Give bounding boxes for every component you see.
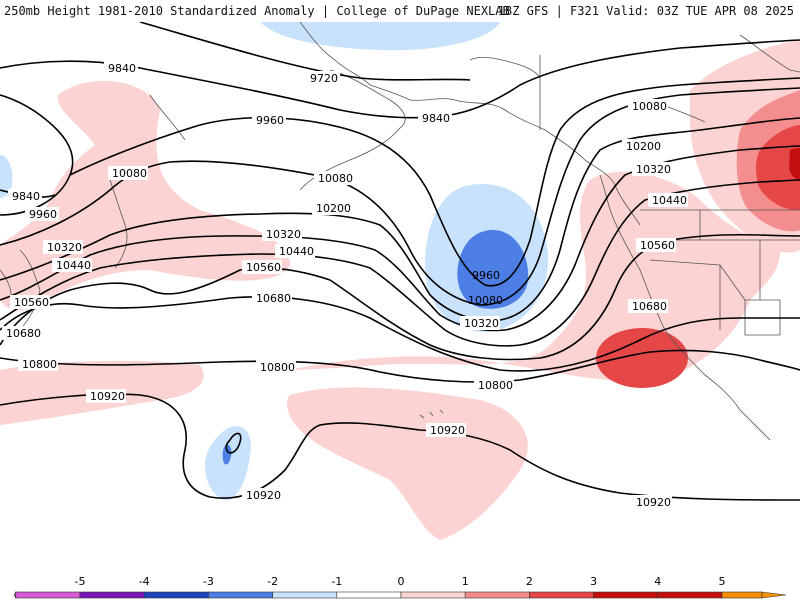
contour-label: 10800 [22,358,57,371]
model-valid-time: 18Z GFS | F321 Valid: 03Z TUE APR 08 202… [497,4,794,18]
positive-anomaly-region [290,171,780,381]
anomaly-shading [0,22,800,540]
colorbar-segment [657,591,723,599]
colorbar-tick-label: 0 [398,575,405,588]
coastline [419,409,444,419]
contour-label: 10080 [318,172,353,185]
coastline [109,179,128,269]
coastline [19,249,41,331]
coastline [544,129,641,226]
contour-label: 10080 [468,294,503,307]
state-border [744,300,780,336]
colorbar-max-arrow [761,591,787,599]
colorbar-segment [272,591,338,599]
map-title: 250mb Height 1981-2010 Standardized Anom… [4,4,510,18]
contour-label: 10320 [636,163,671,176]
contour-label: 10200 [316,202,351,215]
strong-positive-anomaly-region [596,328,688,388]
colorbar-tick-label: 3 [590,575,597,588]
contour-label: 9840 [108,62,136,75]
contour-10680 [0,296,800,372]
colorbar-segment [529,591,594,599]
contour-10200 [0,117,800,322]
contour-label: 10920 [90,390,125,403]
contour-10920 [0,393,800,501]
colorbar-segment [143,591,209,599]
colorbar-segment [721,591,763,599]
colorbar-tick-label: -1 [331,575,342,588]
contour-label: 10440 [652,194,687,207]
state-border [745,299,781,335]
colorbar-tick-label: -4 [139,575,150,588]
colorbar-segment [79,591,145,599]
contour-label: 10680 [256,292,291,305]
coastline [299,69,406,191]
contour-9960 [0,77,800,287]
contour-label: 10920 [246,489,281,502]
colorbar-segment [593,591,659,599]
contour-label: 9960 [29,208,57,221]
positive-anomaly-region [287,387,528,540]
contour-label: 10080 [112,167,147,180]
colorbar-segment [208,591,273,599]
coastline [739,34,800,73]
strong-negative-anomaly-region [222,444,232,465]
contour-label: 10800 [478,379,513,392]
contour-label: 9960 [472,269,500,282]
contour-label: 10560 [14,296,49,309]
colorbar-tick-label: -5 [75,575,86,588]
contour-label: 10440 [279,245,314,258]
strong-positive-anomaly-region [789,148,800,180]
colorbar-tick-label: 4 [654,575,661,588]
contour-label: 10680 [632,300,667,313]
contour-label: 9960 [256,114,284,127]
colorbar-segment [464,591,530,599]
colorbar-tick-label: -2 [267,575,278,588]
contour-label: 10800 [260,361,295,374]
contour-label: 9840 [12,190,40,203]
colorbar-segment [400,591,466,599]
colorbar-tick-label: 1 [462,575,469,588]
contour-label: 10200 [626,140,661,153]
contour-label: 9840 [422,112,450,125]
anomaly-map: 9840 9720 9840 9960 10080 10080 10200 10… [0,22,800,570]
contour-10440 [0,179,800,347]
coastline [299,22,546,131]
negative-anomaly-region [0,155,13,198]
contour-label: 10440 [56,259,91,272]
map-header: 250mb Height 1981-2010 Standardized Anom… [0,0,800,22]
strong-negative-anomaly-region [457,229,529,309]
colorbar-tick-label: -3 [203,575,214,588]
contour-10920-small [225,432,242,454]
contour-label: 10080 [632,100,667,113]
contour-label: 10920 [636,496,671,509]
negative-anomaly-region [260,22,500,51]
anomaly-colorbar: -5 -4 -3 -2 -1 0 1 2 3 4 5 [0,570,800,600]
contour-label: 10920 [430,424,465,437]
contour-label: 10320 [47,241,82,254]
contour-label: 10320 [266,228,301,241]
colorbar-tick-label: 5 [719,575,726,588]
contour-label: 10560 [246,261,281,274]
contour-label: 9720 [310,72,338,85]
coastline [469,56,541,79]
contour-label: 10320 [464,317,499,330]
contour-9720 [139,22,471,81]
contour-label: 10560 [640,239,675,252]
coastline [149,94,186,141]
colorbar-segment [336,591,402,599]
colorbar-tick-label: 2 [526,575,533,588]
contour-label: 10680 [6,327,41,340]
colorbar-segment [15,591,81,599]
contour-labels: 9840 9720 9840 9960 10080 10080 10200 10… [2,61,688,509]
